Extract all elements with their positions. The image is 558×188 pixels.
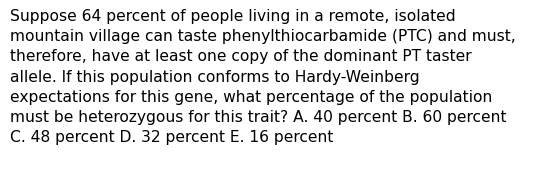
Text: Suppose 64 percent of people living in a remote, isolated
mountain village can t: Suppose 64 percent of people living in a…: [10, 9, 516, 145]
